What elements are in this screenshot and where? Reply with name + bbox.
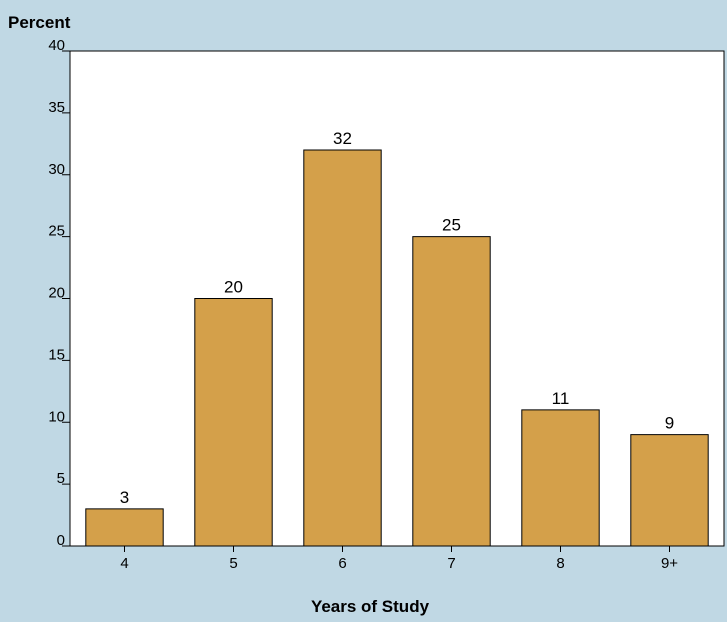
x-tick-label: 7 (447, 555, 455, 572)
x-tick-label: 8 (556, 555, 564, 572)
plot-area (69, 50, 725, 547)
data-label-5: 20 (224, 278, 243, 297)
y-axis-title: Percent (8, 13, 71, 32)
data-label-4: 3 (120, 488, 129, 507)
y-tick-label: 20 (48, 285, 65, 302)
x-axis-title: Years of Study (311, 597, 430, 616)
bar-6 (303, 149, 382, 547)
bar-7 (412, 236, 491, 547)
x-tick-label: 9+ (661, 555, 678, 572)
bar-8 (521, 409, 600, 547)
x-axis: 4 5 6 7 8 9+ (120, 546, 678, 572)
y-tick-label: 15 (48, 346, 65, 363)
data-label-9+: 9 (665, 414, 674, 433)
y-tick-label: 30 (48, 161, 65, 178)
data-label-6: 32 (333, 129, 352, 148)
bar-4 (85, 508, 164, 547)
bars-group: 3 20 32 25 11 9 (85, 129, 709, 547)
y-tick-label: 25 (48, 223, 65, 240)
bar-5 (194, 298, 273, 547)
y-axis: 0 5 10 15 20 25 30 35 40 (48, 37, 70, 549)
data-label-7: 25 (442, 216, 461, 235)
y-tick-label: 5 (57, 470, 65, 487)
bar-9+ (630, 434, 709, 547)
y-tick-label: 35 (48, 99, 65, 116)
data-label-8: 11 (552, 389, 570, 408)
x-tick-label: 5 (229, 555, 237, 572)
y-tick-label: 40 (48, 37, 65, 54)
y-tick-label: 0 (57, 532, 65, 549)
x-tick-label: 6 (338, 555, 346, 572)
x-tick-label: 4 (120, 555, 128, 572)
y-tick-label: 10 (48, 408, 65, 425)
